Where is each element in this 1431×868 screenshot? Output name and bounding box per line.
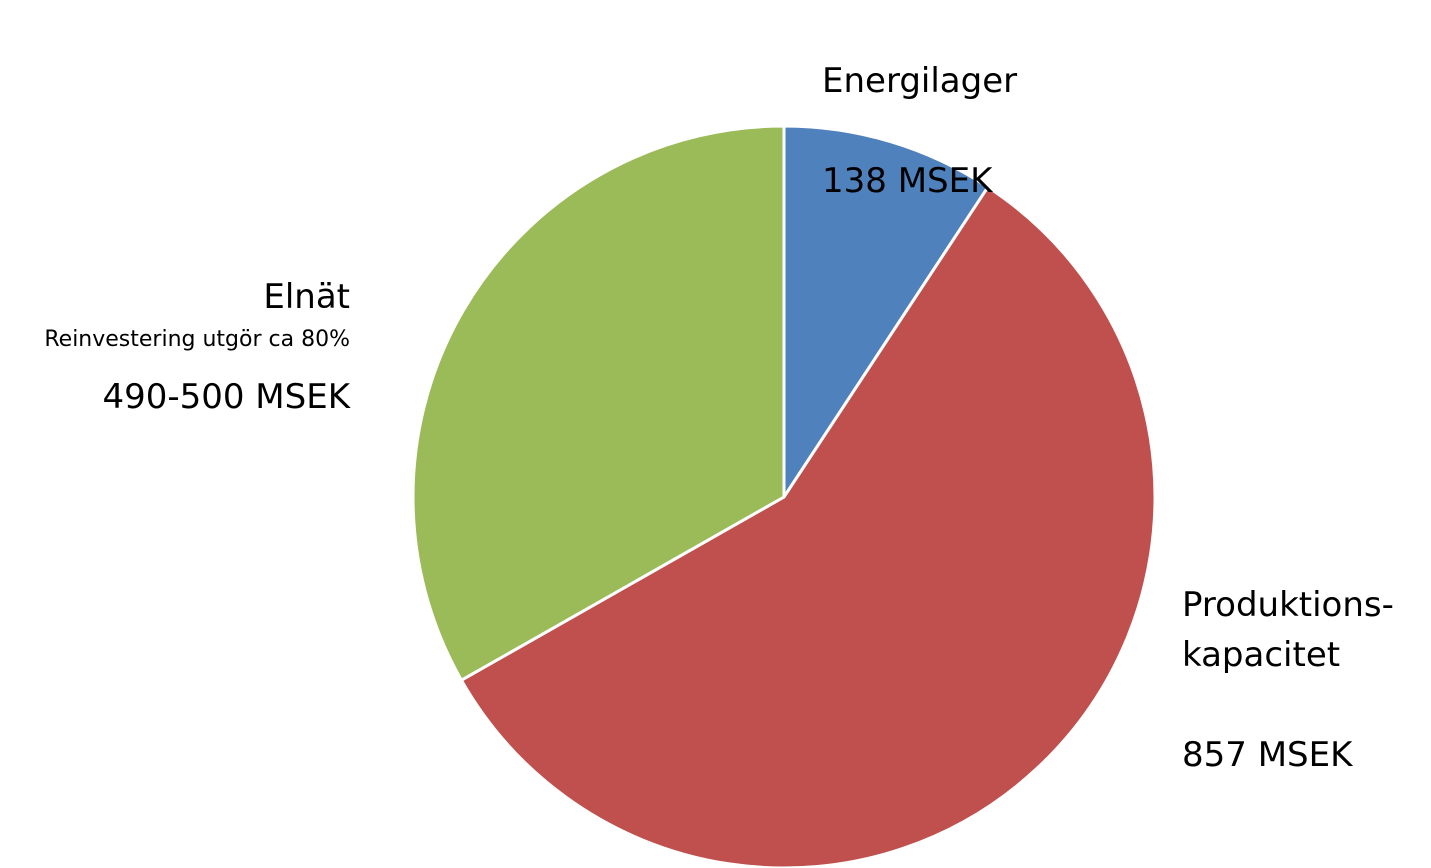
slice-label: Energilager 138 MSEK (822, 6, 1017, 256)
category-label: Elnät (263, 277, 350, 317)
pie-slice (459, 185, 1157, 868)
value-label: 857 MSEK (1182, 735, 1353, 775)
value-label: 490-500 MSEK (102, 377, 350, 417)
slice-label: Elnät 490-500 MSEK (102, 222, 350, 472)
pie-slice (411, 124, 786, 682)
category-label: Produktions- kapacitet (1182, 585, 1394, 675)
slice-label: Produktions- kapacitet 857 MSEK (1182, 530, 1394, 830)
pie-slice (782, 124, 990, 499)
category-label: Energilager (822, 61, 1018, 101)
value-label: 138 MSEK (822, 161, 993, 201)
annotation: Reinvestering utgör ca 80% (44, 327, 350, 352)
